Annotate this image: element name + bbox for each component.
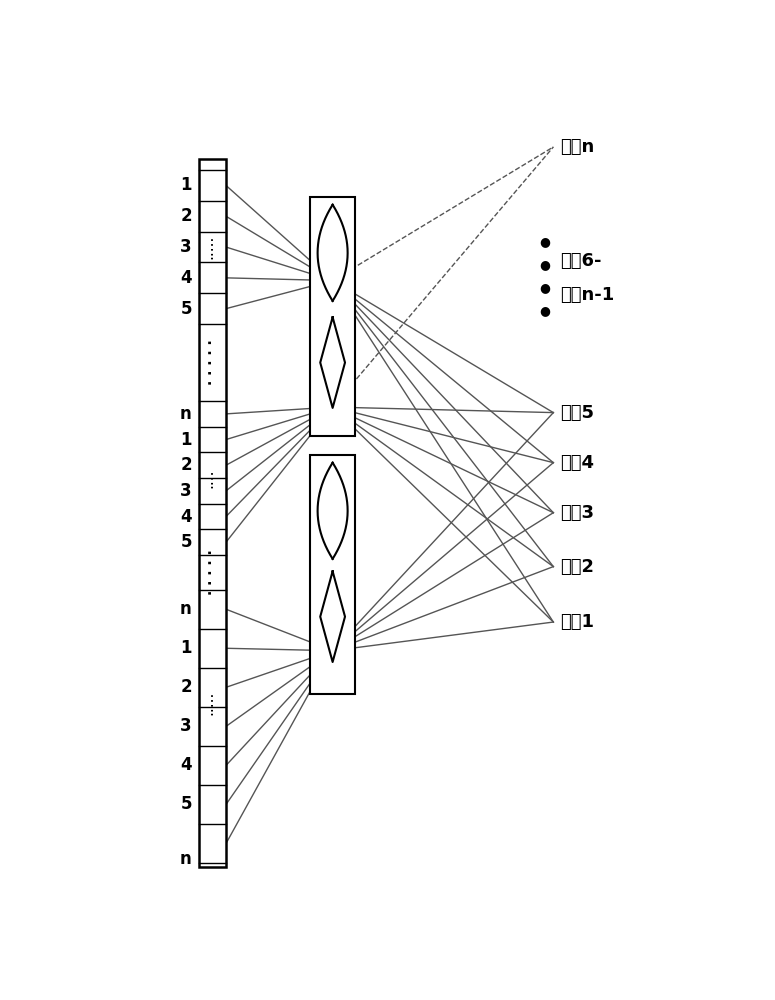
Text: 4: 4 [180,756,191,774]
Text: 2: 2 [180,678,191,696]
Text: 5: 5 [181,300,191,318]
Text: 视点3: 视点3 [560,504,594,522]
Text: 1: 1 [181,176,191,194]
Text: 4: 4 [180,508,191,526]
Text: ·····: ····· [205,691,220,715]
Bar [199,158,226,867]
Text: ·····: ····· [205,235,220,259]
Text: 视点n: 视点n [560,138,594,156]
Text: 2: 2 [180,456,191,474]
Text: 2: 2 [180,207,191,225]
Text: 视点n-1: 视点n-1 [560,286,615,304]
Text: n: n [180,405,191,423]
Text: · · · · ·: · · · · · [205,550,219,595]
Text: ····: ···· [205,468,220,488]
Text: 视点2: 视点2 [560,558,594,576]
Text: ●: ● [539,304,549,317]
Text: ●: ● [539,281,549,294]
Text: 视点1: 视点1 [560,613,594,631]
Text: 5: 5 [181,795,191,813]
Text: ●: ● [539,258,549,271]
Bar [310,197,355,436]
Text: n: n [180,850,191,868]
Text: 3: 3 [180,717,191,735]
Text: n: n [180,600,191,618]
Text: 1: 1 [181,431,191,449]
Text: 视点6-: 视点6- [560,252,602,270]
Bar [310,455,355,694]
Text: 1: 1 [181,639,191,657]
Text: · · · · ·: · · · · · [205,340,219,385]
Text: 3: 3 [180,238,191,256]
Text: ●: ● [539,235,549,248]
Text: 5: 5 [181,533,191,551]
Text: 3: 3 [180,482,191,500]
Text: 视点5: 视点5 [560,404,594,422]
Text: 4: 4 [180,269,191,287]
Text: 视点4: 视点4 [560,454,594,472]
